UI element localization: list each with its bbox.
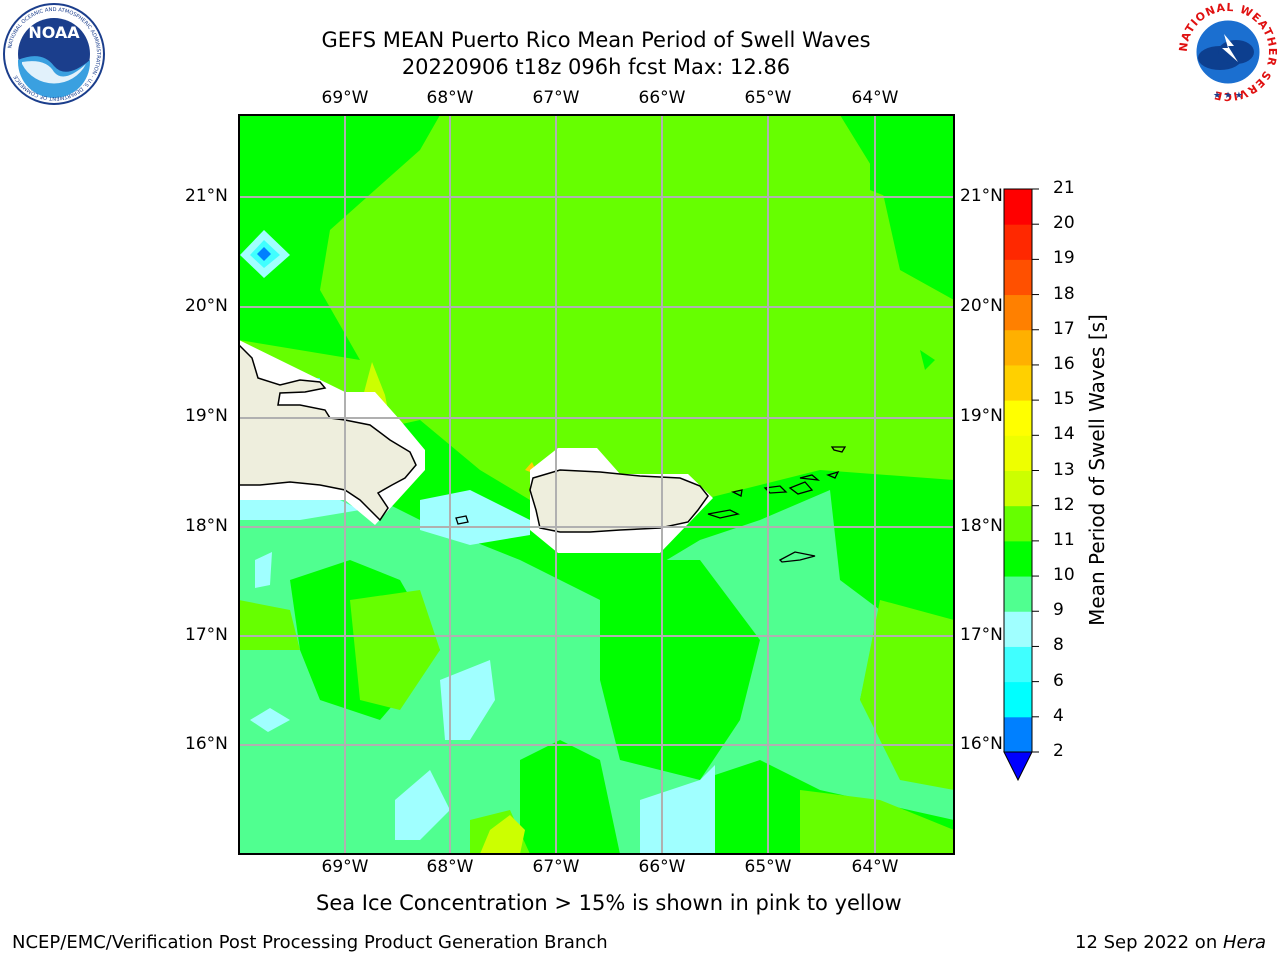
colorbar-swatch — [1004, 611, 1032, 647]
colorbar-swatch — [1004, 540, 1032, 577]
lat-label-left: 18°N — [185, 516, 228, 536]
colorbar-tick-label: 20 — [1053, 213, 1075, 234]
colorbar-tick-label: 21 — [1053, 178, 1075, 198]
colorbar-swatch — [1004, 259, 1032, 296]
nws-logo: NATIONAL WEATHER SERVICE ★ ★ ★ — [1176, 0, 1280, 108]
colorbar-swatch — [1004, 294, 1032, 331]
noaa-logo-text: NOAA — [28, 23, 80, 42]
colorbar-swatch — [1004, 576, 1032, 612]
colorbar-tick-label: 2 — [1053, 741, 1064, 761]
noaa-logo: NOAA NATIONAL OCEANIC AND ATMOSPHERIC AD… — [2, 2, 106, 110]
colorbar-swatch — [1004, 224, 1032, 260]
map-frame — [238, 114, 955, 855]
colorbar-tick-label: 6 — [1053, 670, 1064, 691]
colorbar-tick-label: 4 — [1053, 705, 1064, 726]
lon-label-bottom: 64°W — [851, 857, 899, 877]
lat-label-right: 17°N — [960, 625, 1003, 645]
lat-label-right: 18°N — [960, 516, 1003, 536]
colorbar-swatch — [1004, 329, 1032, 366]
lon-label-bottom: 66°W — [638, 857, 686, 877]
lat-label-right: 19°N — [960, 406, 1003, 426]
lon-label-top: 67°W — [532, 88, 580, 108]
lon-label-top: 64°W — [851, 88, 899, 108]
lat-label-left: 19°N — [185, 406, 228, 426]
sea-ice-note: Sea Ice Concentration > 15% is shown in … — [316, 891, 902, 915]
forecast-info: 20220906 t18z 096h fcst Max: 12.86 — [401, 55, 791, 79]
colorbar-tick-label: 12 — [1053, 494, 1075, 515]
colorbar-swatch — [1004, 681, 1032, 718]
lon-label-top: 68°W — [426, 88, 474, 108]
colorbar-swatch — [1004, 646, 1032, 683]
colorbar-tick-label: 18 — [1053, 283, 1075, 304]
colorbar-tick-label: 14 — [1053, 424, 1075, 445]
colorbar-swatch — [1004, 189, 1032, 225]
lon-label-top: 66°W — [638, 88, 686, 108]
colorbar-swatch — [1004, 505, 1032, 542]
colorbar-tick-label: 13 — [1053, 459, 1075, 480]
lat-label-left: 21°N — [185, 186, 228, 206]
colorbar-tick-label: 9 — [1053, 600, 1064, 621]
graticule — [239, 115, 954, 854]
colorbar-tick-label: 10 — [1053, 565, 1075, 586]
footer-date: 12 Sep 2022 on Hera — [1075, 932, 1266, 954]
lat-label-right: 21°N — [960, 186, 1003, 206]
footer-host: Hera — [1222, 932, 1266, 953]
footer-date-text: 12 Sep 2022 on — [1075, 932, 1223, 953]
lat-label-left: 20°N — [185, 296, 228, 316]
colorbar-tick-label: 8 — [1053, 635, 1064, 656]
footer-credit: NCEP/EMC/Verification Post Processing Pr… — [12, 932, 608, 953]
colorbar-swatch — [1004, 400, 1032, 436]
lat-label-left: 16°N — [185, 734, 228, 754]
colorbar-tick-label: 11 — [1053, 529, 1075, 550]
lon-label-bottom: 65°W — [744, 857, 792, 877]
lon-label-bottom: 68°W — [426, 857, 474, 877]
chart-title: GEFS MEAN Puerto Rico Mean Period of Swe… — [321, 28, 871, 52]
colorbar-swatch — [1004, 470, 1032, 507]
lon-label-top: 65°W — [744, 88, 792, 108]
lon-label-bottom: 69°W — [321, 857, 369, 877]
lat-label-left: 17°N — [185, 625, 228, 645]
lat-label-right: 20°N — [960, 296, 1003, 316]
svg-text:★ ★ ★: ★ ★ ★ — [1213, 91, 1243, 101]
colorbar-tick-label: 19 — [1053, 248, 1075, 269]
colorbar-tick-label: 15 — [1053, 389, 1075, 410]
colorbar-swatch — [1004, 435, 1032, 471]
colorbar-tick-label: 17 — [1053, 318, 1075, 339]
colorbar-swatch — [1004, 716, 1032, 753]
colorbar-swatch — [1004, 364, 1032, 401]
lon-label-top: 69°W — [321, 88, 369, 108]
lat-label-right: 16°N — [960, 734, 1003, 754]
lon-label-bottom: 67°W — [532, 857, 580, 877]
colorbar-label: Mean Period of Swell Waves [s] — [1085, 314, 1109, 626]
colorbar-tick-label: 16 — [1053, 353, 1075, 374]
colorbar-extend-triangle — [1003, 751, 1033, 782]
